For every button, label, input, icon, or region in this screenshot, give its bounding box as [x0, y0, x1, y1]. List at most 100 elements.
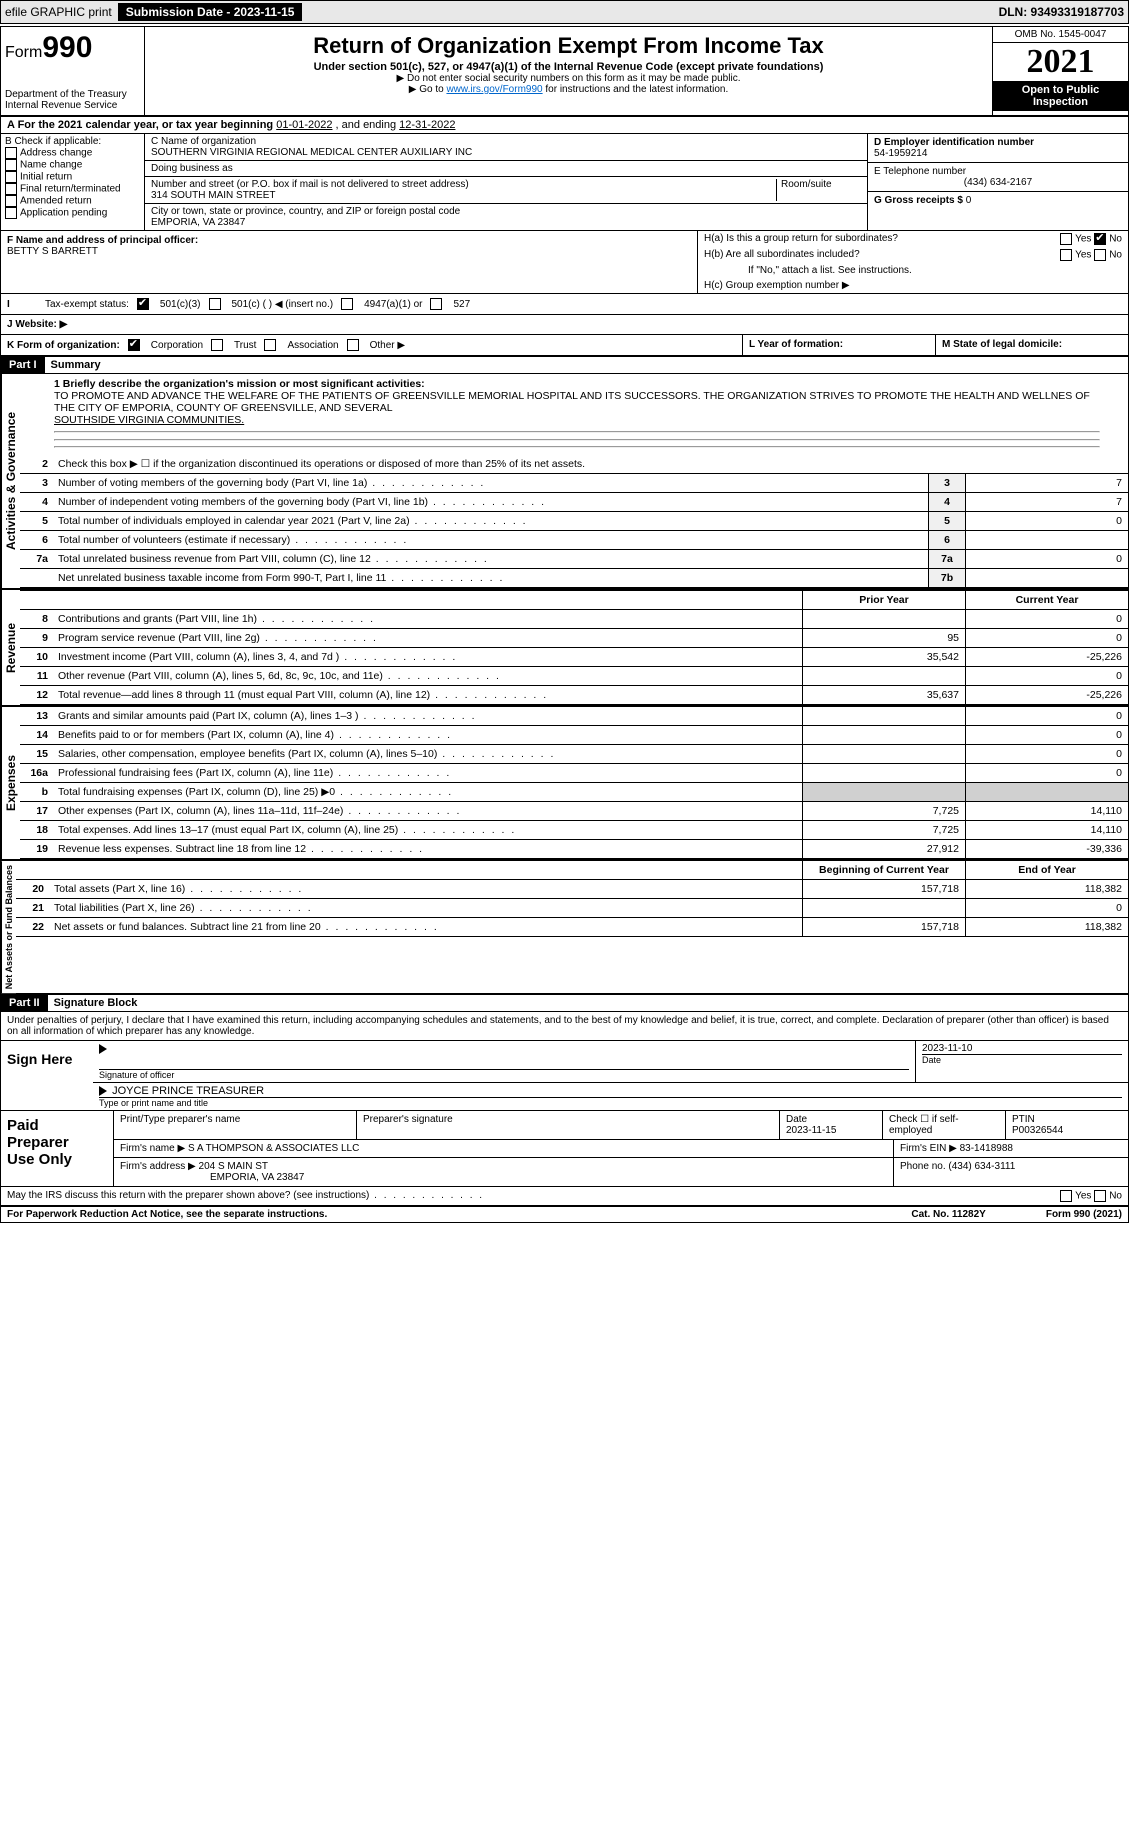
part2-hdr: Part II: [1, 995, 48, 1011]
date-label: Date: [922, 1054, 1122, 1065]
h-c: H(c) Group exemption number ▶: [704, 280, 850, 291]
penalty-text: Under penalties of perjury, I declare th…: [1, 1012, 1128, 1040]
gov-line: 4Number of independent voting members of…: [20, 493, 1128, 512]
discuss-no[interactable]: [1094, 1190, 1106, 1202]
data-line: 20Total assets (Part X, line 16)157,7181…: [16, 880, 1128, 899]
prep-date: 2023-11-15: [786, 1125, 836, 1136]
row-i: I Tax-exempt status: 501(c)(3) 501(c) ( …: [1, 294, 1128, 315]
col-de: D Employer identification number 54-1959…: [867, 134, 1128, 230]
data-line: 10Investment income (Part VIII, column (…: [20, 648, 1128, 667]
section-governance: Activities & Governance 1 Briefly descri…: [1, 374, 1128, 590]
dba-label: Doing business as: [151, 163, 233, 174]
prep-name-label: Print/Type preparer's name: [114, 1111, 357, 1139]
side-net: Net Assets or Fund Balances: [1, 861, 16, 993]
header-middle: Return of Organization Exempt From Incom…: [145, 27, 992, 115]
note-link: ▶ Go to www.irs.gov/Form990 for instruct…: [149, 84, 988, 95]
d-label: D Employer identification number: [874, 137, 1034, 148]
current-year-hdr: Current Year: [965, 591, 1128, 609]
data-line: 15Salaries, other compensation, employee…: [20, 745, 1128, 764]
footer: For Paperwork Reduction Act Notice, see …: [1, 1207, 1128, 1222]
chk-501c[interactable]: [209, 298, 221, 310]
paid-left: Paid Preparer Use Only: [1, 1111, 114, 1186]
row-a-period: A For the 2021 calendar year, or tax yea…: [1, 117, 1128, 134]
mission-block: 1 Briefly describe the organization's mi…: [20, 374, 1128, 455]
side-rev: Revenue: [1, 590, 20, 705]
mission-label: 1 Briefly describe the organization's mi…: [54, 378, 425, 390]
firm-ein: Firm's EIN ▶ 83-1418988: [894, 1140, 1128, 1157]
data-line: 14Benefits paid to or for members (Part …: [20, 726, 1128, 745]
data-line: 12Total revenue—add lines 8 through 11 (…: [20, 686, 1128, 705]
gov-line: 3Number of voting members of the governi…: [20, 474, 1128, 493]
chk-pending[interactable]: [5, 207, 17, 219]
ha-no[interactable]: [1094, 233, 1106, 245]
discuss-row: May the IRS discuss this return with the…: [1, 1187, 1128, 1207]
dln-label: DLN: 93493319187703: [999, 5, 1124, 19]
irs-label: Internal Revenue Service: [5, 100, 140, 111]
gov-line: 5Total number of individuals employed in…: [20, 512, 1128, 531]
part2-header-row: Part II Signature Block: [1, 995, 1128, 1012]
chk-address[interactable]: [5, 147, 17, 159]
hb-yes[interactable]: [1060, 249, 1072, 261]
h-a: H(a) Is this a group return for subordin…: [704, 233, 898, 245]
side-exp: Expenses: [1, 707, 20, 859]
note-ssn: ▶ Do not enter social security numbers o…: [149, 73, 988, 84]
room-label: Room/suite: [776, 179, 861, 201]
chk-assoc[interactable]: [264, 339, 276, 351]
sign-here-block: Sign Here Signature of officer 2023-11-1…: [1, 1041, 1128, 1111]
sign-here-label: Sign Here: [1, 1041, 93, 1110]
chk-527[interactable]: [430, 298, 442, 310]
chk-501c3[interactable]: [137, 298, 149, 310]
eoy-hdr: End of Year: [965, 861, 1128, 879]
chk-4947[interactable]: [341, 298, 353, 310]
form-number: 990: [42, 31, 92, 64]
paid-preparer-block: Paid Preparer Use Only Print/Type prepar…: [1, 1111, 1128, 1187]
discuss-yes[interactable]: [1060, 1190, 1072, 1202]
org-name: SOUTHERN VIRGINIA REGIONAL MEDICAL CENTE…: [151, 147, 861, 158]
firm-addr2: EMPORIA, VA 23847: [210, 1172, 304, 1183]
gov-line: Net unrelated business taxable income fr…: [20, 569, 1128, 588]
chk-trust[interactable]: [211, 339, 223, 351]
period-end: 12-31-2022: [399, 119, 455, 131]
part2-title: Signature Block: [48, 995, 144, 1011]
data-line: 17Other expenses (Part IX, column (A), l…: [20, 802, 1128, 821]
sign-date: 2023-11-10: [922, 1043, 1122, 1054]
data-line: 22Net assets or fund balances. Subtract …: [16, 918, 1128, 937]
form-container: Form990 Department of the Treasury Inter…: [0, 26, 1129, 1223]
chk-final[interactable]: [5, 183, 17, 195]
chk-amended[interactable]: [5, 195, 17, 207]
top-bar: efile GRAPHIC print Submission Date - 20…: [0, 0, 1129, 24]
city: EMPORIA, VA 23847: [151, 217, 460, 228]
chk-other[interactable]: [347, 339, 359, 351]
header-left: Form990 Department of the Treasury Inter…: [1, 27, 145, 115]
data-line: 9Program service revenue (Part VIII, lin…: [20, 629, 1128, 648]
firm-name: S A THOMPSON & ASSOCIATES LLC: [188, 1143, 359, 1154]
ptin: P00326544: [1012, 1125, 1063, 1136]
chk-initial[interactable]: [5, 171, 17, 183]
street-label: Number and street (or P.O. box if mail i…: [151, 179, 776, 190]
chk-corp[interactable]: [128, 339, 140, 351]
e-label: E Telephone number: [874, 166, 1122, 177]
prior-year-hdr: Prior Year: [802, 591, 965, 609]
open-to-public: Open to Public Inspection: [993, 81, 1128, 111]
i-label: Tax-exempt status:: [45, 299, 129, 310]
col-h: H(a) Is this a group return for subordin…: [697, 231, 1128, 293]
form-title: Return of Organization Exempt From Incom…: [149, 33, 988, 59]
discuss-label: May the IRS discuss this return with the…: [7, 1190, 484, 1202]
irs-link[interactable]: www.irs.gov/Form990: [446, 84, 542, 95]
paperwork-notice: For Paperwork Reduction Act Notice, see …: [7, 1209, 327, 1220]
hb-no[interactable]: [1094, 249, 1106, 261]
cat-no: Cat. No. 11282Y: [911, 1209, 985, 1220]
section-netassets: Net Assets or Fund Balances Beginning of…: [1, 861, 1128, 995]
submission-date-button[interactable]: Submission Date - 2023-11-15: [118, 3, 303, 21]
c-name-label: C Name of organization: [151, 136, 861, 147]
chk-name[interactable]: [5, 159, 17, 171]
data-line: 8Contributions and grants (Part VIII, li…: [20, 610, 1128, 629]
period-begin: 01-01-2022: [276, 119, 332, 131]
name-label: Type or print name and title: [99, 1097, 1122, 1108]
k-label: K Form of organization:: [7, 340, 120, 351]
gov-line: 6Total number of volunteers (estimate if…: [20, 531, 1128, 550]
officer-printed: JOYCE PRINCE TREASURER: [112, 1085, 264, 1097]
row-klm: K Form of organization: Corporation Trus…: [1, 335, 1128, 357]
tax-year: 2021: [993, 43, 1128, 81]
ha-yes[interactable]: [1060, 233, 1072, 245]
